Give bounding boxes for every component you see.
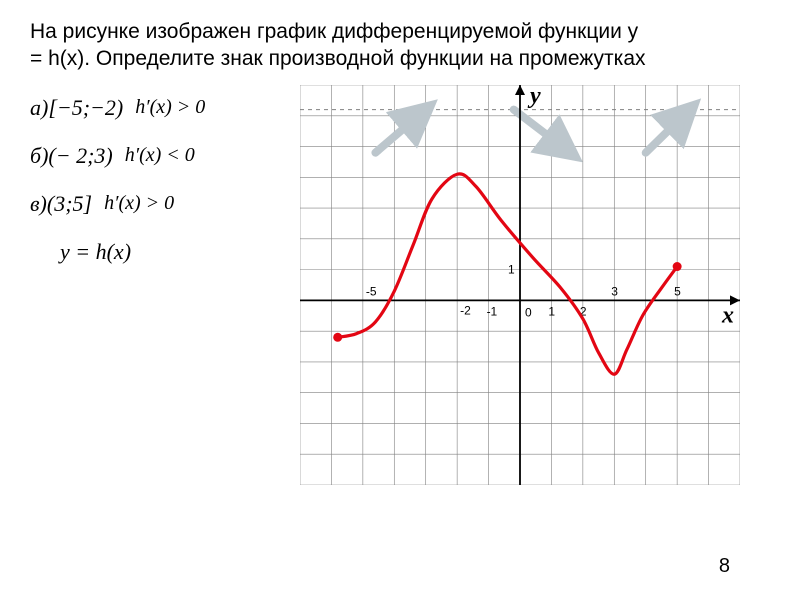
svg-text:y: y [527,85,541,109]
svg-text:-2: -2 [460,303,471,317]
problems-column: а)[−5;−2) h′(x) > 0 б)(− 2;3) h′(x) < 0 … [30,85,280,485]
svg-text:x: x [721,302,734,328]
svg-text:1: 1 [548,304,555,318]
problem-a: а)[−5;−2) h′(x) > 0 [30,95,280,121]
content-row: а)[−5;−2) h′(x) > 0 б)(− 2;3) h′(x) < 0 … [0,85,800,485]
svg-text:3: 3 [611,284,618,298]
svg-text:-5: -5 [366,284,377,298]
chart: yx-5-2-1012135 [300,85,740,485]
chart-svg: yx-5-2-1012135 [300,85,740,485]
function-label: y = h(x) [60,239,280,265]
problem-b: б)(− 2;3) h′(x) < 0 [30,143,280,169]
interval-b: б)(− 2;3) [30,143,113,169]
page-number: 8 [719,555,730,578]
title-line-2: = h(x). Определите знак производной функ… [30,47,646,70]
answer-v: h′(x) > 0 [104,192,174,215]
answer-a: h′(x) > 0 [135,96,205,119]
problem-v: в)(3;5] h′(x) > 0 [30,191,280,217]
title-line-1: На рисунке изображен график дифференциру… [30,20,638,43]
svg-text:0: 0 [525,305,532,319]
answer-b: h′(x) < 0 [125,144,195,167]
interval-v: в)(3;5] [30,191,92,217]
interval-a: а)[−5;−2) [30,95,123,121]
problem-title: На рисунке изображен график дифференциру… [0,0,800,85]
svg-text:5: 5 [674,284,681,298]
svg-text:-1: -1 [487,304,498,318]
svg-text:1: 1 [508,262,515,276]
